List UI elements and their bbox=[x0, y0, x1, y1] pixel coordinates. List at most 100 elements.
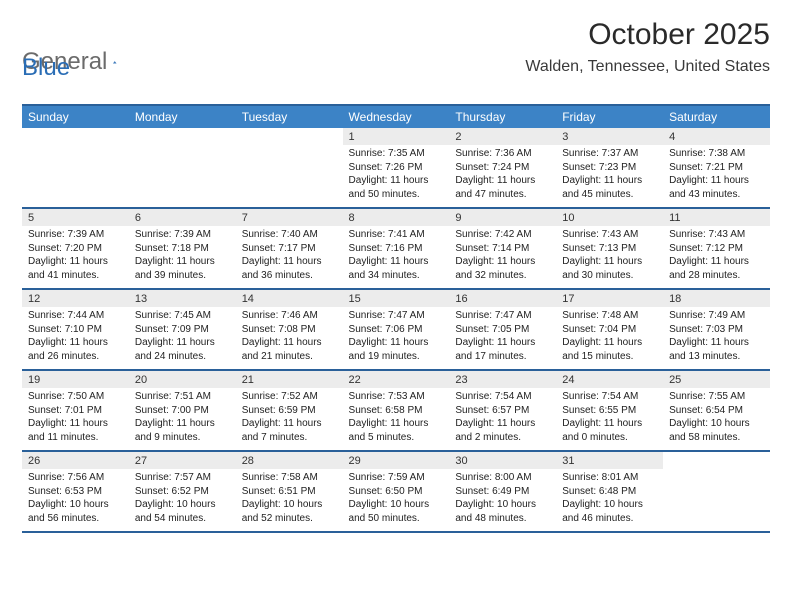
daylight-text: Daylight: 11 hours and 11 minutes. bbox=[28, 417, 123, 444]
daylight-text: Daylight: 11 hours and 26 minutes. bbox=[28, 336, 123, 363]
sunrise-text: Sunrise: 7:43 AM bbox=[562, 228, 657, 242]
daylight-text: Daylight: 10 hours and 58 minutes. bbox=[669, 417, 764, 444]
day-number: 22 bbox=[343, 371, 450, 388]
daylight-text: Daylight: 10 hours and 52 minutes. bbox=[242, 498, 337, 525]
day-number: 10 bbox=[556, 209, 663, 226]
sunrise-text: Sunrise: 7:39 AM bbox=[135, 228, 230, 242]
calendar-cell: 13Sunrise: 7:45 AMSunset: 7:09 PMDayligh… bbox=[129, 289, 236, 370]
daylight-text: Daylight: 11 hours and 19 minutes. bbox=[349, 336, 444, 363]
daylight-text: Daylight: 11 hours and 32 minutes. bbox=[455, 255, 550, 282]
calendar-body: 1 Sunrise: 7:35 AMSunset: 7:26 PMDaylight… bbox=[22, 128, 770, 532]
day-number: 24 bbox=[556, 371, 663, 388]
calendar-cell: 30Sunrise: 8:00 AMSunset: 6:49 PMDayligh… bbox=[449, 451, 556, 532]
day-number: 26 bbox=[22, 452, 129, 469]
day-details: Sunrise: 7:39 AMSunset: 7:18 PMDaylight:… bbox=[129, 228, 236, 288]
day-details: Sunrise: 7:48 AMSunset: 7:04 PMDaylight:… bbox=[556, 309, 663, 369]
day-number: 16 bbox=[449, 290, 556, 307]
day-details: Sunrise: 7:44 AMSunset: 7:10 PMDaylight:… bbox=[22, 309, 129, 369]
sunset-text: Sunset: 7:20 PM bbox=[28, 242, 123, 256]
day-number: 3 bbox=[556, 128, 663, 145]
day-details: Sunrise: 7:40 AMSunset: 7:17 PMDaylight:… bbox=[236, 228, 343, 288]
sunrise-text: Sunrise: 7:47 AM bbox=[349, 309, 444, 323]
sunrise-text: Sunrise: 7:44 AM bbox=[28, 309, 123, 323]
daylight-text: Daylight: 10 hours and 54 minutes. bbox=[135, 498, 230, 525]
calendar-cell: 16Sunrise: 7:47 AMSunset: 7:05 PMDayligh… bbox=[449, 289, 556, 370]
sunset-text: Sunset: 7:03 PM bbox=[669, 323, 764, 337]
sunset-text: Sunset: 6:51 PM bbox=[242, 485, 337, 499]
calendar-week: 26Sunrise: 7:56 AMSunset: 6:53 PMDayligh… bbox=[22, 451, 770, 532]
calendar-cell bbox=[663, 451, 770, 532]
sunrise-text: Sunrise: 7:40 AM bbox=[242, 228, 337, 242]
sunset-text: Sunset: 7:00 PM bbox=[135, 404, 230, 418]
day-number: 18 bbox=[663, 290, 770, 307]
sunset-text: Sunset: 6:59 PM bbox=[242, 404, 337, 418]
daylight-text: Daylight: 11 hours and 7 minutes. bbox=[242, 417, 337, 444]
dow-wednesday: Wednesday bbox=[343, 105, 450, 128]
calendar-cell: 10Sunrise: 7:43 AMSunset: 7:13 PMDayligh… bbox=[556, 208, 663, 289]
day-details: Sunrise: 7:57 AMSunset: 6:52 PMDaylight:… bbox=[129, 471, 236, 531]
calendar-cell: 4Sunrise: 7:38 AMSunset: 7:21 PMDaylight… bbox=[663, 128, 770, 208]
day-number: 12 bbox=[22, 290, 129, 307]
calendar-cell: 20Sunrise: 7:51 AMSunset: 7:00 PMDayligh… bbox=[129, 370, 236, 451]
sunset-text: Sunset: 7:05 PM bbox=[455, 323, 550, 337]
location-text: Walden, Tennessee, United States bbox=[525, 58, 770, 76]
sunset-text: Sunset: 7:14 PM bbox=[455, 242, 550, 256]
sunset-text: Sunset: 6:52 PM bbox=[135, 485, 230, 499]
day-details: Sunrise: 7:58 AMSunset: 6:51 PMDaylight:… bbox=[236, 471, 343, 531]
day-number: 1 bbox=[343, 128, 450, 145]
daylight-text: Daylight: 11 hours and 15 minutes. bbox=[562, 336, 657, 363]
calendar-week: 5Sunrise: 7:39 AMSunset: 7:20 PMDaylight… bbox=[22, 208, 770, 289]
sunrise-text: Sunrise: 8:01 AM bbox=[562, 471, 657, 485]
title-block: October 2025 Walden, Tennessee, United S… bbox=[525, 18, 770, 76]
sunrise-text: Sunrise: 7:55 AM bbox=[669, 390, 764, 404]
calendar-cell: 11Sunrise: 7:43 AMSunset: 7:12 PMDayligh… bbox=[663, 208, 770, 289]
sunrise-text: Sunrise: 7:50 AM bbox=[28, 390, 123, 404]
calendar-cell: 12 Sunrise: 7:44 AMSunset: 7:10 PMDayligh… bbox=[22, 289, 129, 370]
daylight-text: Daylight: 11 hours and 45 minutes. bbox=[562, 174, 657, 201]
calendar-cell: 14Sunrise: 7:46 AMSunset: 7:08 PMDayligh… bbox=[236, 289, 343, 370]
calendar-cell: 6Sunrise: 7:39 AMSunset: 7:18 PMDaylight… bbox=[129, 208, 236, 289]
daylight-text: Daylight: 11 hours and 50 minutes. bbox=[349, 174, 444, 201]
day-details: Sunrise: 7:43 AMSunset: 7:12 PMDaylight:… bbox=[663, 228, 770, 288]
daylight-text: Daylight: 11 hours and 5 minutes. bbox=[349, 417, 444, 444]
sunrise-text: Sunrise: 7:57 AM bbox=[135, 471, 230, 485]
sunrise-text: Sunrise: 7:37 AM bbox=[562, 147, 657, 161]
day-number: 15 bbox=[343, 290, 450, 307]
sunset-text: Sunset: 6:58 PM bbox=[349, 404, 444, 418]
sunset-text: Sunset: 7:12 PM bbox=[669, 242, 764, 256]
day-details: Sunrise: 7:47 AMSunset: 7:06 PMDaylight:… bbox=[343, 309, 450, 369]
sunrise-text: Sunrise: 7:45 AM bbox=[135, 309, 230, 323]
sunrise-text: Sunrise: 7:38 AM bbox=[669, 147, 764, 161]
calendar-cell: 7Sunrise: 7:40 AMSunset: 7:17 PMDaylight… bbox=[236, 208, 343, 289]
day-details: Sunrise: 7:49 AMSunset: 7:03 PMDaylight:… bbox=[663, 309, 770, 369]
day-details: Sunrise: 7:39 AMSunset: 7:20 PMDaylight:… bbox=[22, 228, 129, 288]
logo-sail-icon bbox=[113, 53, 117, 71]
daylight-text: Daylight: 11 hours and 24 minutes. bbox=[135, 336, 230, 363]
sunset-text: Sunset: 6:57 PM bbox=[455, 404, 550, 418]
daylight-text: Daylight: 10 hours and 46 minutes. bbox=[562, 498, 657, 525]
calendar-cell: 26Sunrise: 7:56 AMSunset: 6:53 PMDayligh… bbox=[22, 451, 129, 532]
calendar-week: 1 Sunrise: 7:35 AMSunset: 7:26 PMDaylight… bbox=[22, 128, 770, 208]
day-details: Sunrise: 7:42 AMSunset: 7:14 PMDaylight:… bbox=[449, 228, 556, 288]
day-details: Sunrise: 7:35 AMSunset: 7:26 PMDaylight:… bbox=[343, 147, 450, 207]
day-number: 8 bbox=[343, 209, 450, 226]
sunset-text: Sunset: 7:18 PM bbox=[135, 242, 230, 256]
day-number: 23 bbox=[449, 371, 556, 388]
calendar-week: 19Sunrise: 7:50 AMSunset: 7:01 PMDayligh… bbox=[22, 370, 770, 451]
day-number: 5 bbox=[22, 209, 129, 226]
page-title: October 2025 bbox=[525, 18, 770, 52]
calendar-cell: 8Sunrise: 7:41 AMSunset: 7:16 PMDaylight… bbox=[343, 208, 450, 289]
sunrise-text: Sunrise: 7:58 AM bbox=[242, 471, 337, 485]
sunrise-text: Sunrise: 7:52 AM bbox=[242, 390, 337, 404]
sunset-text: Sunset: 6:54 PM bbox=[669, 404, 764, 418]
dow-friday: Friday bbox=[556, 105, 663, 128]
calendar-cell: 18 Sunrise: 7:49 AMSunset: 7:03 PMDayligh… bbox=[663, 289, 770, 370]
calendar-cell: 27Sunrise: 7:57 AMSunset: 6:52 PMDayligh… bbox=[129, 451, 236, 532]
day-number: 13 bbox=[129, 290, 236, 307]
day-details: Sunrise: 7:46 AMSunset: 7:08 PMDaylight:… bbox=[236, 309, 343, 369]
daylight-text: Daylight: 11 hours and 13 minutes. bbox=[669, 336, 764, 363]
day-details: Sunrise: 7:54 AMSunset: 6:57 PMDaylight:… bbox=[449, 390, 556, 450]
day-details: Sunrise: 8:00 AMSunset: 6:49 PMDaylight:… bbox=[449, 471, 556, 531]
sunrise-text: Sunrise: 8:00 AM bbox=[455, 471, 550, 485]
day-details: Sunrise: 7:51 AMSunset: 7:00 PMDaylight:… bbox=[129, 390, 236, 450]
